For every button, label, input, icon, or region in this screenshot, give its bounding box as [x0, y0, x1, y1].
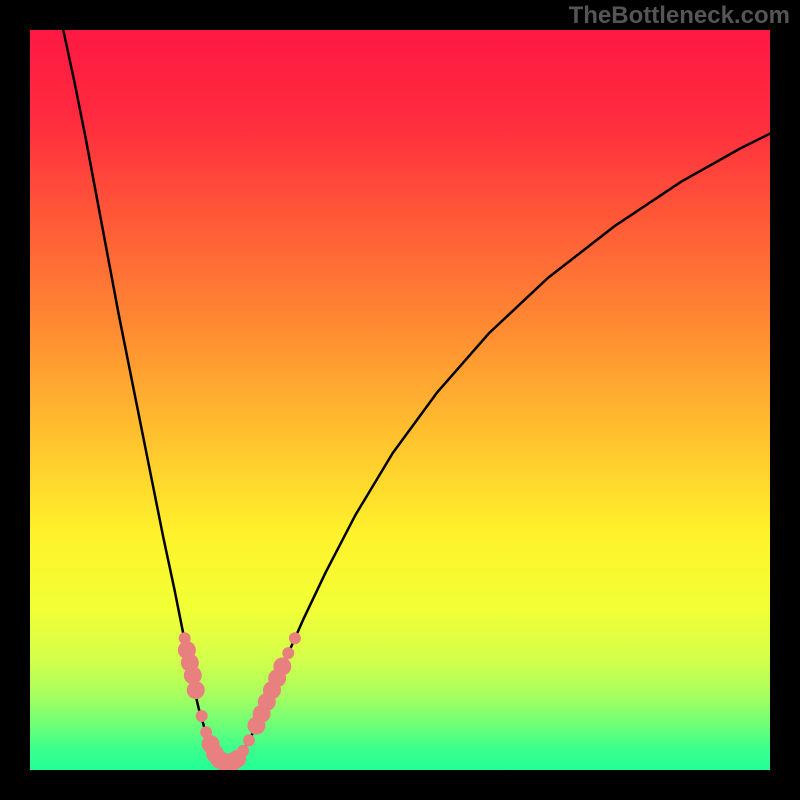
curve-marker: [282, 647, 294, 659]
curve-marker: [187, 681, 205, 699]
curve-marker: [273, 657, 291, 675]
curve-marker: [196, 710, 208, 722]
plot-area: [30, 30, 770, 770]
curve-marker: [237, 745, 249, 757]
plot-svg: [30, 30, 770, 770]
curve-marker: [289, 632, 301, 644]
curve-marker: [184, 666, 202, 684]
gradient-background: [30, 30, 770, 770]
chart-frame: TheBottleneck.com: [0, 0, 800, 800]
curve-marker: [243, 734, 255, 746]
watermark-label: TheBottleneck.com: [569, 2, 790, 30]
